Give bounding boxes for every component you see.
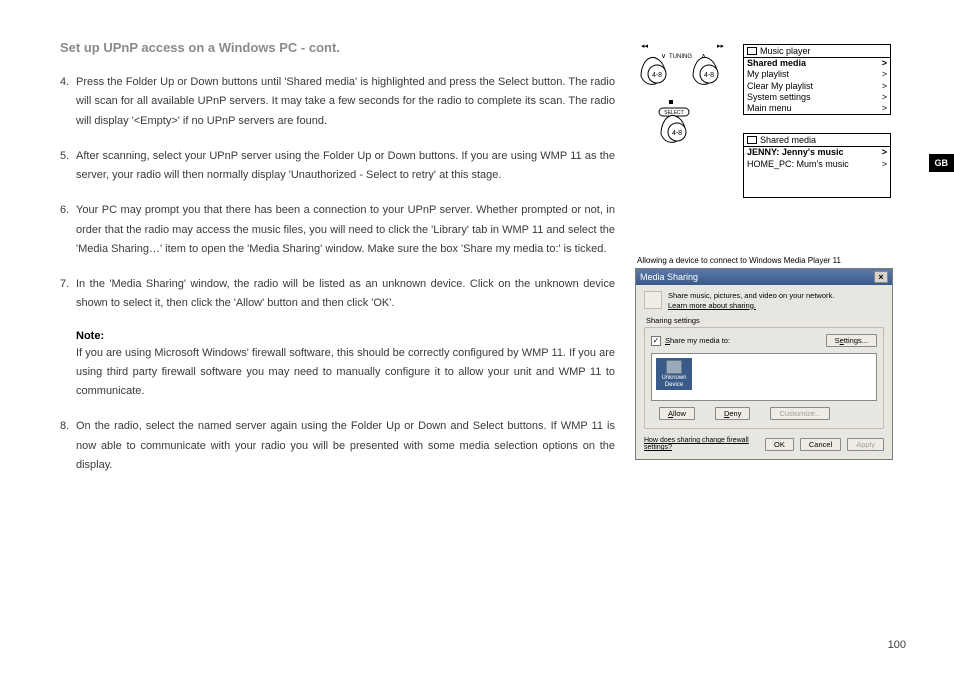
- step-8: 8. On the radio, select the named server…: [60, 417, 615, 475]
- step-number: 8.: [60, 417, 76, 475]
- dialog-title: Media Sharing: [640, 272, 698, 282]
- step-5: 5. After scanning, select your UPnP serv…: [60, 147, 615, 186]
- hand-select-icon: 4-8: [661, 115, 686, 142]
- deny-button[interactable]: Deny: [715, 407, 751, 420]
- illustration-column: ◂◂ ▸▸ ∨ ∧ TUNING 4-8: [635, 40, 895, 491]
- step-number: 4.: [60, 73, 76, 131]
- svg-text:▸▸: ▸▸: [717, 43, 725, 50]
- sharing-settings-label: Sharing settings: [644, 316, 884, 325]
- step-text: Your PC may prompt you that there has be…: [76, 201, 615, 259]
- lcd-row: Main menu: [747, 103, 792, 114]
- ok-button[interactable]: OK: [765, 438, 794, 451]
- apply-button[interactable]: Apply: [847, 438, 884, 451]
- lcd-title-text: Shared media: [760, 135, 816, 145]
- step-number: 6.: [60, 201, 76, 259]
- note-label: Note:: [76, 330, 615, 342]
- device-label: Unknown Device: [658, 375, 690, 388]
- settings-button[interactable]: Settings...: [826, 334, 877, 347]
- lcd-row: HOME_PC: Mum's music: [747, 159, 849, 170]
- gb-tab: GB: [929, 154, 954, 172]
- step-number: 5.: [60, 147, 76, 186]
- step-6: 6. Your PC may prompt you that there has…: [60, 201, 615, 259]
- lcd-row: Shared media: [747, 58, 806, 69]
- svg-text:4-8: 4-8: [652, 72, 662, 79]
- step-7: 7. In the 'Media Sharing' window, the ra…: [60, 275, 615, 314]
- learn-more-link[interactable]: Learn more about sharing.: [668, 301, 834, 311]
- step-text: After scanning, select your UPnP server …: [76, 147, 615, 186]
- page-number: 100: [888, 639, 906, 651]
- lcd-row: System settings: [747, 92, 811, 103]
- svg-text:∨: ∨: [661, 53, 666, 60]
- lcd-row: My playlist: [747, 69, 789, 80]
- lcd-title-text: Music player: [760, 46, 811, 56]
- svg-text:◂◂: ◂◂: [641, 43, 649, 50]
- firewall-link[interactable]: How does sharing change firewall setting…: [644, 437, 765, 451]
- sharing-icon: [644, 291, 662, 309]
- hand-left-icon: 4-8: [641, 57, 666, 84]
- unknown-device[interactable]: Unknown Device: [656, 358, 692, 390]
- step-text: In the 'Media Sharing' window, the radio…: [76, 275, 615, 314]
- text-column: Set up UPnP access on a Windows PC - con…: [60, 40, 615, 491]
- device-icon: [666, 360, 682, 374]
- share-checkbox[interactable]: ✓: [651, 336, 661, 346]
- note-icon: [747, 47, 757, 55]
- note-text: If you are using Microsoft Windows' fire…: [76, 344, 615, 402]
- step-number: 7.: [60, 275, 76, 314]
- lcd-row: Clear My playlist: [747, 81, 813, 92]
- customize-button[interactable]: Customize...: [770, 407, 830, 420]
- device-list[interactable]: Unknown Device: [651, 353, 877, 401]
- step-text: Press the Folder Up or Down buttons unti…: [76, 73, 615, 131]
- cancel-button[interactable]: Cancel: [800, 438, 841, 451]
- note-block: Note: If you are using Microsoft Windows…: [76, 330, 615, 402]
- media-sharing-dialog: Media Sharing × Share music, pictures, a…: [635, 268, 893, 461]
- close-button[interactable]: ×: [874, 271, 888, 283]
- tuning-label: TUNING: [669, 54, 692, 60]
- folder-icon: [747, 136, 757, 144]
- remote-illustration: ◂◂ ▸▸ ∨ ∧ TUNING 4-8: [635, 40, 731, 195]
- lcd-shared-media: Shared media JENNY: Jenny's music> HOME_…: [743, 133, 891, 198]
- allow-button[interactable]: Allow: [659, 407, 695, 420]
- lcd-music-player: Music player Shared media> My playlist> …: [743, 44, 891, 115]
- page-title: Set up UPnP access on a Windows PC - con…: [60, 40, 615, 55]
- dialog-header-text: Share music, pictures, and video on your…: [668, 291, 834, 301]
- hand-right-icon: 4-8: [693, 57, 718, 84]
- lcd-row: JENNY: Jenny's music: [747, 147, 844, 158]
- svg-text:4-8: 4-8: [704, 72, 714, 79]
- dialog-caption: Allowing a device to connect to Windows …: [635, 256, 895, 265]
- step-4: 4. Press the Folder Up or Down buttons u…: [60, 73, 615, 131]
- step-text: On the radio, select the named server ag…: [76, 417, 615, 475]
- svg-text:4-8: 4-8: [672, 130, 682, 137]
- share-label: Share my media to:: [665, 336, 730, 345]
